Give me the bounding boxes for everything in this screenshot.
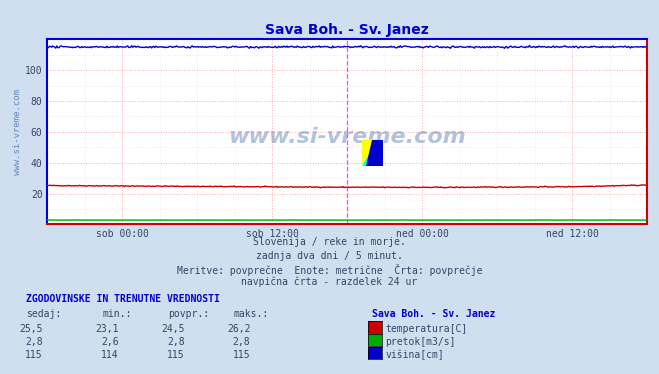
Polygon shape [362, 140, 378, 166]
Polygon shape [362, 140, 378, 166]
Text: 24,5: 24,5 [161, 324, 185, 334]
Text: 114: 114 [101, 350, 119, 360]
Polygon shape [366, 140, 383, 166]
Text: sedaj:: sedaj: [26, 309, 61, 319]
Text: min.:: min.: [102, 309, 132, 319]
Text: zadnja dva dni / 5 minut.: zadnja dva dni / 5 minut. [256, 251, 403, 261]
Text: maks.:: maks.: [234, 309, 269, 319]
Text: povpr.:: povpr.: [168, 309, 209, 319]
Y-axis label: www.si-vreme.com: www.si-vreme.com [13, 89, 22, 175]
Text: 25,5: 25,5 [19, 324, 43, 334]
Text: Sava Boh. - Sv. Janez: Sava Boh. - Sv. Janez [372, 309, 496, 319]
Text: 2,8: 2,8 [25, 337, 43, 347]
Text: Meritve: povprečne  Enote: metrične  Črta: povprečje: Meritve: povprečne Enote: metrične Črta:… [177, 264, 482, 276]
Text: 2,8: 2,8 [167, 337, 185, 347]
Text: 115: 115 [167, 350, 185, 360]
Text: 2,8: 2,8 [233, 337, 250, 347]
Text: navpična črta - razdelek 24 ur: navpična črta - razdelek 24 ur [241, 277, 418, 287]
Text: višina[cm]: višina[cm] [386, 350, 444, 360]
Text: 26,2: 26,2 [227, 324, 250, 334]
Text: temperatura[C]: temperatura[C] [386, 324, 468, 334]
Text: 23,1: 23,1 [95, 324, 119, 334]
Text: 115: 115 [233, 350, 250, 360]
Text: www.si-vreme.com: www.si-vreme.com [229, 128, 466, 147]
Text: 115: 115 [25, 350, 43, 360]
Text: pretok[m3/s]: pretok[m3/s] [386, 337, 456, 347]
Text: 2,6: 2,6 [101, 337, 119, 347]
Text: ZGODOVINSKE IN TRENUTNE VREDNOSTI: ZGODOVINSKE IN TRENUTNE VREDNOSTI [26, 294, 220, 304]
Title: Sava Boh. - Sv. Janez: Sava Boh. - Sv. Janez [266, 23, 429, 37]
Text: Slovenija / reke in morje.: Slovenija / reke in morje. [253, 237, 406, 248]
